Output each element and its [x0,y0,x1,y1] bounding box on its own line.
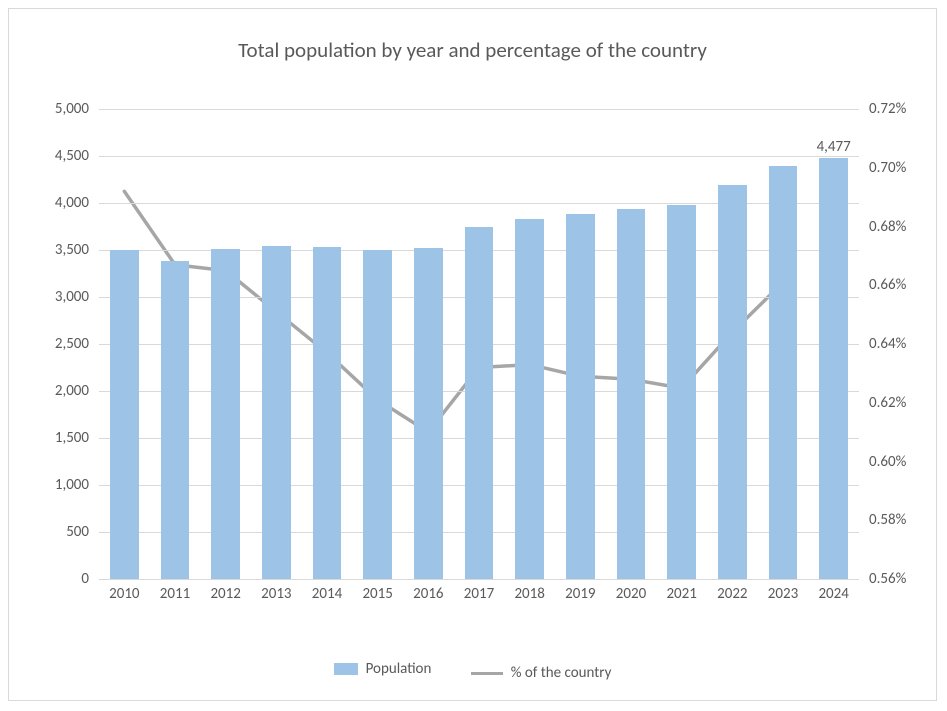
y1-tick-label: 3,000 [55,288,99,306]
bar-data-label: 4,477 [817,138,851,156]
bar [465,227,493,579]
plot-area: 05001,0001,5002,0002,5003,0003,5004,0004… [99,109,859,579]
bar [566,214,594,579]
chart-frame: Total population by year and percentage … [8,8,937,701]
x-tick-label: 2024 [818,579,848,603]
bar [110,250,138,579]
x-tick-label: 2019 [565,579,595,603]
y2-tick-label: 0.70% [859,159,906,177]
bar [262,246,290,579]
y1-tick-label: 3,500 [55,241,99,259]
legend-item-percent: % of the country [471,664,612,682]
bar [313,247,341,579]
y2-tick-label: 0.72% [859,100,906,118]
y1-tick-label: 1,500 [55,429,99,447]
y2-tick-label: 0.62% [859,394,906,412]
bar [363,250,391,579]
y1-tick-label: 4,500 [55,147,99,165]
y2-tick-label: 0.66% [859,276,906,294]
bar [211,249,239,579]
x-tick-label: 2012 [210,579,240,603]
gridline [99,156,859,157]
legend-item-population: Population [334,660,432,678]
x-tick-label: 2015 [362,579,392,603]
bar [617,209,645,579]
y2-tick-label: 0.58% [859,511,906,529]
x-tick-label: 2011 [160,579,190,603]
bar [819,158,847,579]
x-tick-label: 2022 [717,579,747,603]
bar [718,185,746,579]
x-tick-label: 2010 [109,579,139,603]
y1-tick-label: 2,500 [55,335,99,353]
y2-tick-label: 0.68% [859,218,906,236]
y2-tick-label: 0.56% [859,570,906,588]
bar [414,248,442,579]
chart-title: Total population by year and percentage … [9,37,936,63]
x-tick-label: 2021 [666,579,696,603]
x-tick-label: 2017 [464,579,494,603]
gridline [99,109,859,110]
x-tick-label: 2014 [312,579,342,603]
bar [515,219,543,579]
bar [161,261,189,579]
y1-tick-label: 500 [66,523,99,541]
bar [667,205,695,579]
y1-tick-label: 4,000 [55,194,99,212]
x-tick-label: 2013 [261,579,291,603]
legend-swatch-bar [334,663,358,675]
x-tick-label: 2020 [616,579,646,603]
y2-tick-label: 0.64% [859,335,906,353]
legend-swatch-line [471,672,503,675]
legend-label-percent: % of the country [511,664,612,682]
x-tick-label: 2016 [413,579,443,603]
y1-tick-label: 1,000 [55,476,99,494]
x-tick-label: 2023 [768,579,798,603]
legend-label-population: Population [366,660,432,678]
y1-tick-label: 0 [81,570,99,588]
y2-tick-label: 0.60% [859,453,906,471]
y1-tick-label: 2,000 [55,382,99,400]
legend: Population % of the country [9,660,936,683]
bar [769,166,797,579]
y1-tick-label: 5,000 [55,100,99,118]
x-tick-label: 2018 [514,579,544,603]
